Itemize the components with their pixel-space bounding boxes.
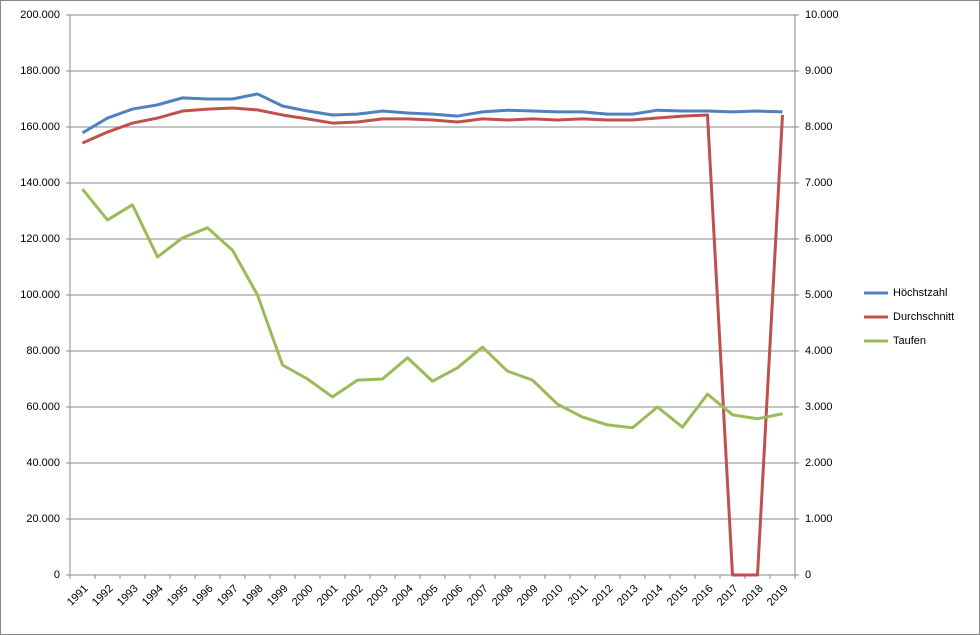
y2-tick-label: 10.000 xyxy=(805,9,839,21)
y2-tick-label: 1.000 xyxy=(805,513,833,525)
y-tick-label: 200.000 xyxy=(20,9,60,21)
y2-tick-label: 3.000 xyxy=(805,401,833,413)
y2-tick-label: 2.000 xyxy=(805,457,833,469)
y-tick-label: 180.000 xyxy=(20,65,60,77)
y2-tick-label: 0 xyxy=(805,569,811,581)
series-line xyxy=(81,188,783,430)
y-tick-label: 100.000 xyxy=(20,289,60,301)
y-tick-label: 0 xyxy=(54,569,60,581)
y-tick-label: 60.000 xyxy=(26,401,60,413)
y2-tick-label: 9.000 xyxy=(805,65,833,77)
y-tick-label: 80.000 xyxy=(26,345,60,357)
y-tick-label: 160.000 xyxy=(20,121,60,133)
legend-label: Durchschnitt xyxy=(893,311,954,323)
y-tick-label: 20.000 xyxy=(26,513,60,525)
series-line xyxy=(81,92,783,135)
series-line xyxy=(81,106,784,577)
y2-tick-label: 5.000 xyxy=(805,289,833,301)
y-tick-label: 40.000 xyxy=(26,457,60,469)
y2-tick-label: 7.000 xyxy=(805,177,833,189)
y-tick-label: 120.000 xyxy=(20,233,60,245)
y2-tick-label: 6.000 xyxy=(805,233,833,245)
legend-label: Höchstzahl xyxy=(893,287,947,299)
legend-label: Taufen xyxy=(893,335,926,347)
y2-tick-label: 8.000 xyxy=(805,121,833,133)
y2-tick-label: 4.000 xyxy=(805,345,833,357)
y-tick-label: 140.000 xyxy=(20,177,60,189)
